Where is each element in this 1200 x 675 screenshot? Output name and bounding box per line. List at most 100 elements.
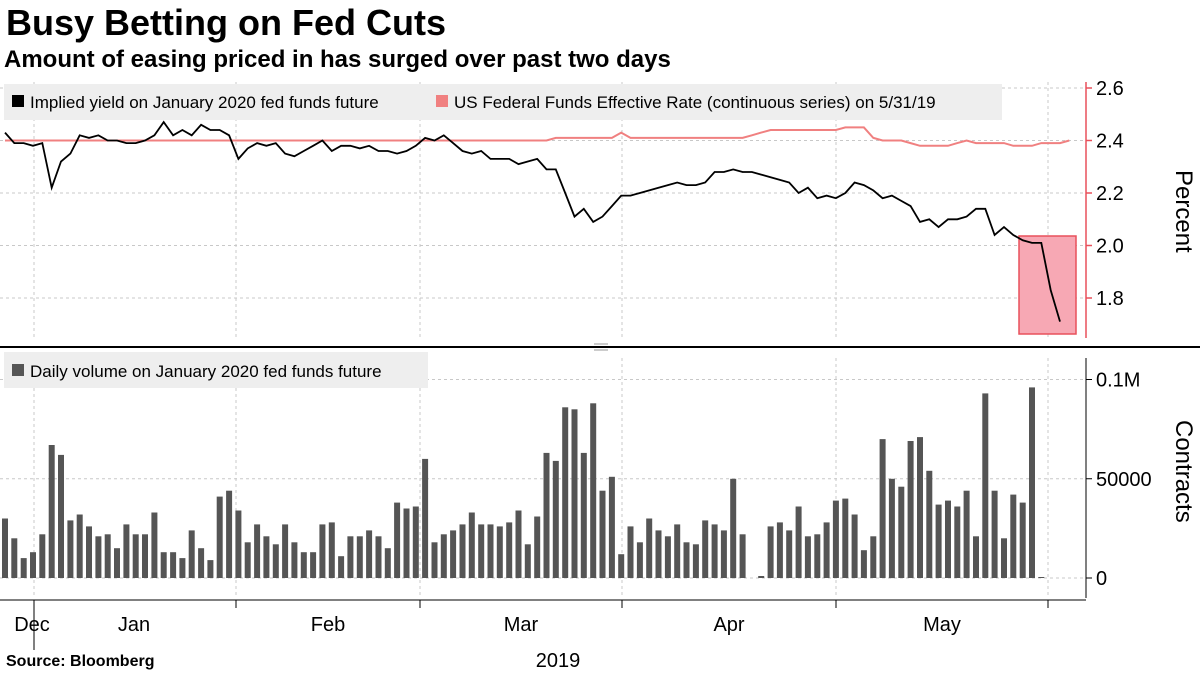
volume-bar: [440, 534, 447, 578]
volume-bar: [1010, 494, 1017, 578]
volume-bar: [142, 534, 148, 578]
volume-bar: [945, 500, 951, 578]
volume-bar: [636, 542, 643, 578]
volume-bar: [422, 458, 429, 578]
legend-swatch-effr: [436, 95, 448, 107]
volume-bar: [244, 542, 251, 578]
volume-bar: [114, 548, 120, 578]
bottom-y-tick-label: 50000: [1096, 469, 1152, 491]
volume-bar: [104, 534, 111, 578]
legend-label-volume: Daily volume on January 2020 fed funds f…: [30, 362, 382, 381]
volume-bar: [207, 560, 214, 578]
volume-bar: [580, 452, 587, 578]
volume-bar: [123, 524, 130, 578]
volume-bar: [300, 552, 307, 578]
top-y-tick-label: 2.2: [1096, 183, 1124, 205]
volume-bar: [235, 510, 242, 578]
effr-line: [5, 126, 1070, 147]
top-y-tick-label: 1.8: [1096, 288, 1124, 310]
volume-bar: [814, 534, 821, 578]
volume-bar: [543, 452, 550, 578]
volume-bar: [879, 439, 886, 578]
top-grid: [0, 82, 1086, 338]
volume-bar: [179, 558, 186, 578]
volume-bar: [151, 512, 158, 578]
volume-bar: [870, 536, 877, 578]
volume-bar: [30, 552, 36, 578]
volume-bar: [767, 526, 774, 578]
volume-bar: [319, 524, 326, 578]
legend-swatch-volume: [12, 364, 24, 376]
bottom-y-tick-label: 0.1M: [1096, 370, 1140, 392]
volume-bar: [170, 552, 177, 578]
volume-bar: [254, 524, 261, 578]
volume-bar: [991, 490, 998, 578]
volume-bar: [608, 476, 615, 578]
volume-bar: [618, 554, 625, 578]
top-y-axis: 1.8 2.0 2.2 2.4 2.6: [1085, 78, 1124, 338]
volume-bar: [366, 530, 373, 578]
x-tick-label: May: [923, 614, 961, 636]
volume-bar: [982, 393, 989, 578]
volume-bar: [702, 520, 709, 578]
bottom-y-axis: 0 50000 0.1M: [1085, 358, 1152, 598]
volume-bar: [403, 508, 410, 578]
volume-bar: [216, 496, 223, 578]
legend-label-implied: Implied yield on January 2020 fed funds …: [30, 93, 379, 112]
volume-bar: [552, 460, 559, 578]
volume-bar: [963, 490, 970, 578]
volume-bar: [347, 536, 354, 578]
bottom-legend-background: [4, 352, 428, 388]
top-y-tick-label: 2.6: [1096, 78, 1124, 100]
volume-bar: [291, 542, 298, 578]
volume-bar: [860, 550, 867, 578]
volume-bar: [898, 486, 905, 578]
volume-bar: [188, 530, 195, 578]
volume-bar: [562, 407, 569, 578]
volume-bar: [160, 552, 167, 578]
volume-bar: [2, 518, 8, 578]
volume-bar: [571, 409, 578, 578]
top-y-tick-label: 2.0: [1096, 236, 1124, 258]
volume-bar: [1029, 387, 1035, 578]
volume-bar: [478, 524, 485, 578]
volume-bar: [524, 544, 531, 578]
x-tick-label: Dec: [14, 614, 50, 636]
volume-bar: [468, 512, 475, 578]
volume-bar: [496, 526, 503, 578]
volume-bar: [95, 536, 102, 578]
volume-bar: [431, 542, 438, 578]
legend-label-effr: US Federal Funds Effective Rate (continu…: [454, 93, 936, 112]
highlight-box: [1018, 235, 1077, 335]
volume-bar: [954, 506, 961, 578]
volume-bar: [888, 478, 895, 579]
volume-bar: [804, 536, 811, 578]
volume-bar: [459, 524, 466, 578]
volume-bar: [11, 538, 18, 578]
volume-bar: [711, 524, 718, 578]
volume-bar: [515, 510, 522, 578]
x-tick-label: Jan: [118, 614, 150, 636]
volume-bar: [1001, 538, 1007, 578]
volume-bar: [412, 506, 419, 578]
volume-bar: [356, 536, 363, 578]
chart-title: Busy Betting on Fed Cuts: [6, 2, 446, 43]
top-y-tick-label: 2.4: [1096, 131, 1124, 153]
x-tick-label: Feb: [311, 614, 345, 636]
volume-bar: [692, 544, 699, 578]
volume-bar: [86, 526, 92, 578]
volume-bar: [58, 454, 64, 578]
volume-bar: [646, 518, 653, 578]
volume-bar: [263, 536, 270, 578]
implied-yield-line: [4, 120, 1061, 322]
volume-bar: [842, 498, 849, 578]
volume-bar: [384, 548, 391, 578]
volume-bars: [2, 387, 1045, 579]
volume-bar: [534, 516, 541, 578]
volume-bar: [226, 490, 233, 578]
volume-bar: [664, 536, 671, 578]
chart-subtitle: Amount of easing priced in has surged ov…: [4, 46, 671, 73]
volume-bar: [506, 522, 513, 578]
volume-bar: [851, 514, 858, 578]
bottom-legend: Daily volume on January 2020 fed funds f…: [4, 352, 428, 388]
